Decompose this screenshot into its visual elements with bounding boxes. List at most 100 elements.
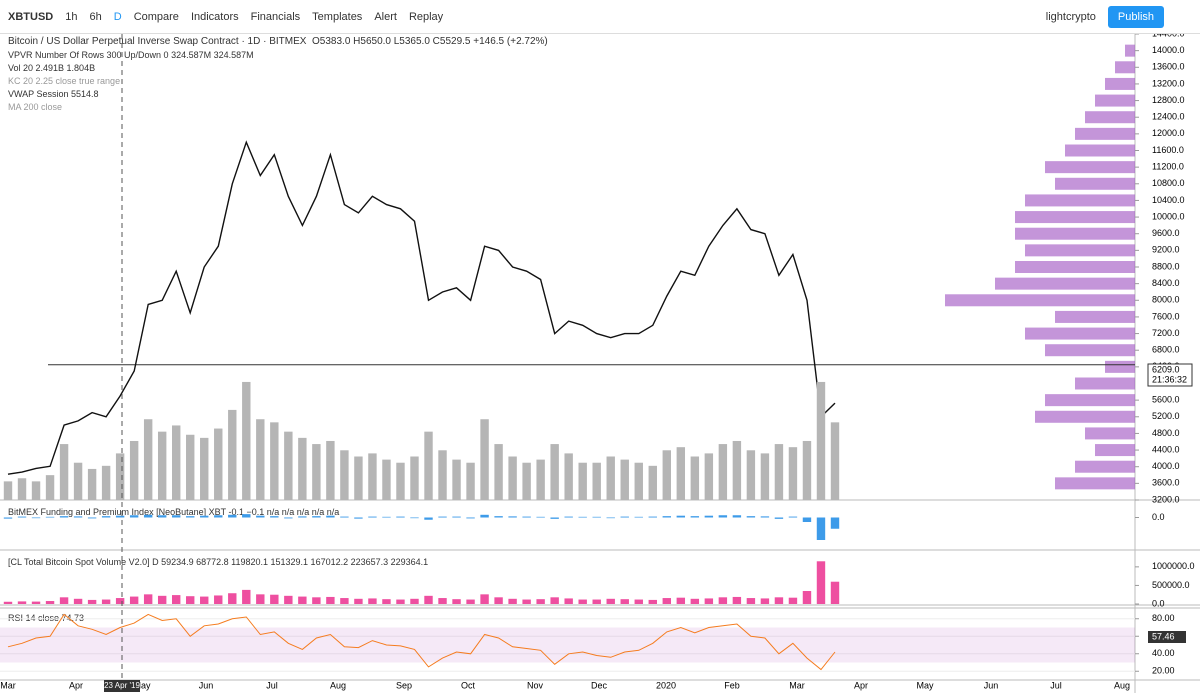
volume-bar	[480, 419, 489, 500]
vpvr-bar	[1085, 427, 1135, 440]
spot-bar	[228, 593, 237, 604]
interval[interactable]: 1h	[65, 10, 78, 23]
crosshair-label: 23 Apr '19	[104, 681, 140, 690]
price-line	[7, 140, 836, 475]
ohlc: O5383.0 H5650.0 L5365.0 C5529.5 +146.5 (…	[312, 36, 548, 47]
spot-bar	[284, 595, 293, 604]
rsi-band	[0, 627, 1135, 663]
x-tick-label: Oct	[461, 680, 476, 690]
y-tick-label: 8400.0	[1152, 278, 1180, 288]
spot-bar	[774, 597, 784, 604]
rsi-line	[7, 613, 836, 671]
y-tick-label: 11600.0	[1152, 145, 1184, 155]
spot-bar	[634, 599, 643, 604]
volume-bar	[774, 444, 784, 500]
volume-bar	[424, 431, 433, 500]
vpvr-bar	[1015, 211, 1135, 224]
spot-bar	[256, 594, 265, 604]
spot-bar	[312, 597, 321, 604]
spot-bar	[101, 599, 111, 604]
funding-bar	[466, 517, 475, 519]
x-tick-label: 2020	[656, 680, 676, 690]
button[interactable]: Alert	[374, 10, 397, 23]
volume-bar	[256, 419, 265, 500]
spot-bar	[690, 598, 700, 604]
volume-bar	[143, 419, 153, 500]
spot-bar	[115, 598, 125, 604]
y-tick-label: 3600.0	[1152, 478, 1180, 488]
vpvr-bar	[1055, 310, 1135, 323]
funding-bar	[718, 515, 728, 518]
volume-bar	[31, 481, 41, 500]
x-tick-label: Jul	[1050, 680, 1062, 690]
volume-bar	[228, 409, 237, 500]
volume-bar	[368, 453, 377, 500]
spot-bar	[606, 598, 615, 604]
funding-bar	[760, 516, 770, 518]
volume-bar	[438, 450, 447, 500]
volume-bar	[564, 453, 573, 500]
button[interactable]: Compare	[133, 10, 179, 23]
volume-bar	[45, 475, 55, 500]
vpvr-bar	[1075, 127, 1135, 140]
y-tick-label: 14400.0	[1152, 34, 1185, 38]
publish[interactable]: Publish	[1107, 5, 1164, 28]
funding-bar	[648, 516, 657, 518]
interval[interactable]: D	[113, 10, 122, 23]
y-tick-label: 13600.0	[1152, 62, 1185, 72]
button[interactable]: Financials	[250, 10, 301, 23]
y-tick-label: 11200.0	[1152, 162, 1184, 172]
chart: 14400.0 14000.0 13600.0 13200.0 12800.0 12400…	[0, 34, 1200, 693]
y-tick-label: 3200.0	[1152, 494, 1180, 504]
spot-bar	[760, 598, 770, 604]
volume-bar	[129, 440, 139, 500]
volume-bar	[550, 444, 559, 500]
funding-bar	[788, 516, 798, 518]
funding-bar	[368, 516, 377, 518]
volume-bar	[494, 444, 503, 500]
rsi-badge-label: 57.46	[1152, 631, 1175, 641]
spot-bar	[157, 595, 167, 604]
y-tick-label: 12800.0	[1152, 95, 1185, 105]
spot-bar	[200, 596, 209, 604]
volume-bar	[214, 428, 223, 500]
volume-bar	[382, 459, 391, 500]
funding-bar	[746, 516, 756, 518]
spot-bar	[480, 594, 489, 604]
legend-title: Bitcoin / US Dollar Perpetual Inverse Sw…	[8, 36, 548, 47]
spot-bar	[592, 599, 601, 604]
spot-bar	[270, 594, 279, 604]
volume-bar	[466, 462, 475, 500]
volume-bar	[242, 381, 251, 500]
funding-bar	[87, 517, 97, 519]
volume-bar	[648, 465, 657, 500]
symbol[interactable]: XBTUSD	[8, 10, 54, 23]
x-tick-label: Jun	[199, 680, 214, 690]
spot-bar	[410, 598, 419, 604]
vpvr-bar	[1075, 460, 1135, 473]
button[interactable]: Indicators	[190, 10, 239, 23]
funding-bar	[73, 516, 83, 518]
y-tick-label: 0.0	[1152, 598, 1165, 608]
volume-bar	[816, 381, 826, 500]
y-tick-label: 8000.0	[1152, 295, 1180, 305]
spot-bar	[452, 599, 461, 604]
vpvr-bar	[1115, 61, 1135, 74]
funding-bar	[326, 515, 335, 518]
volume-bar	[186, 434, 195, 500]
user[interactable]: lightcrypto	[1045, 10, 1096, 23]
funding-bar	[536, 516, 545, 518]
funding-bar	[284, 517, 293, 519]
spot-bar	[662, 598, 672, 604]
vpvr-bar	[1095, 444, 1135, 457]
y-tick-label: 9600.0	[1152, 228, 1180, 238]
button[interactable]: Replay	[408, 10, 444, 23]
volume-bar	[662, 450, 672, 500]
spot-bar	[242, 589, 251, 604]
vpvr-bar	[1055, 477, 1135, 490]
vpvr-bar	[1025, 327, 1135, 340]
spot-bar	[298, 596, 307, 604]
button[interactable]: Templates	[312, 10, 363, 23]
interval[interactable]: 6h	[89, 10, 102, 23]
spot-bar	[87, 599, 97, 604]
